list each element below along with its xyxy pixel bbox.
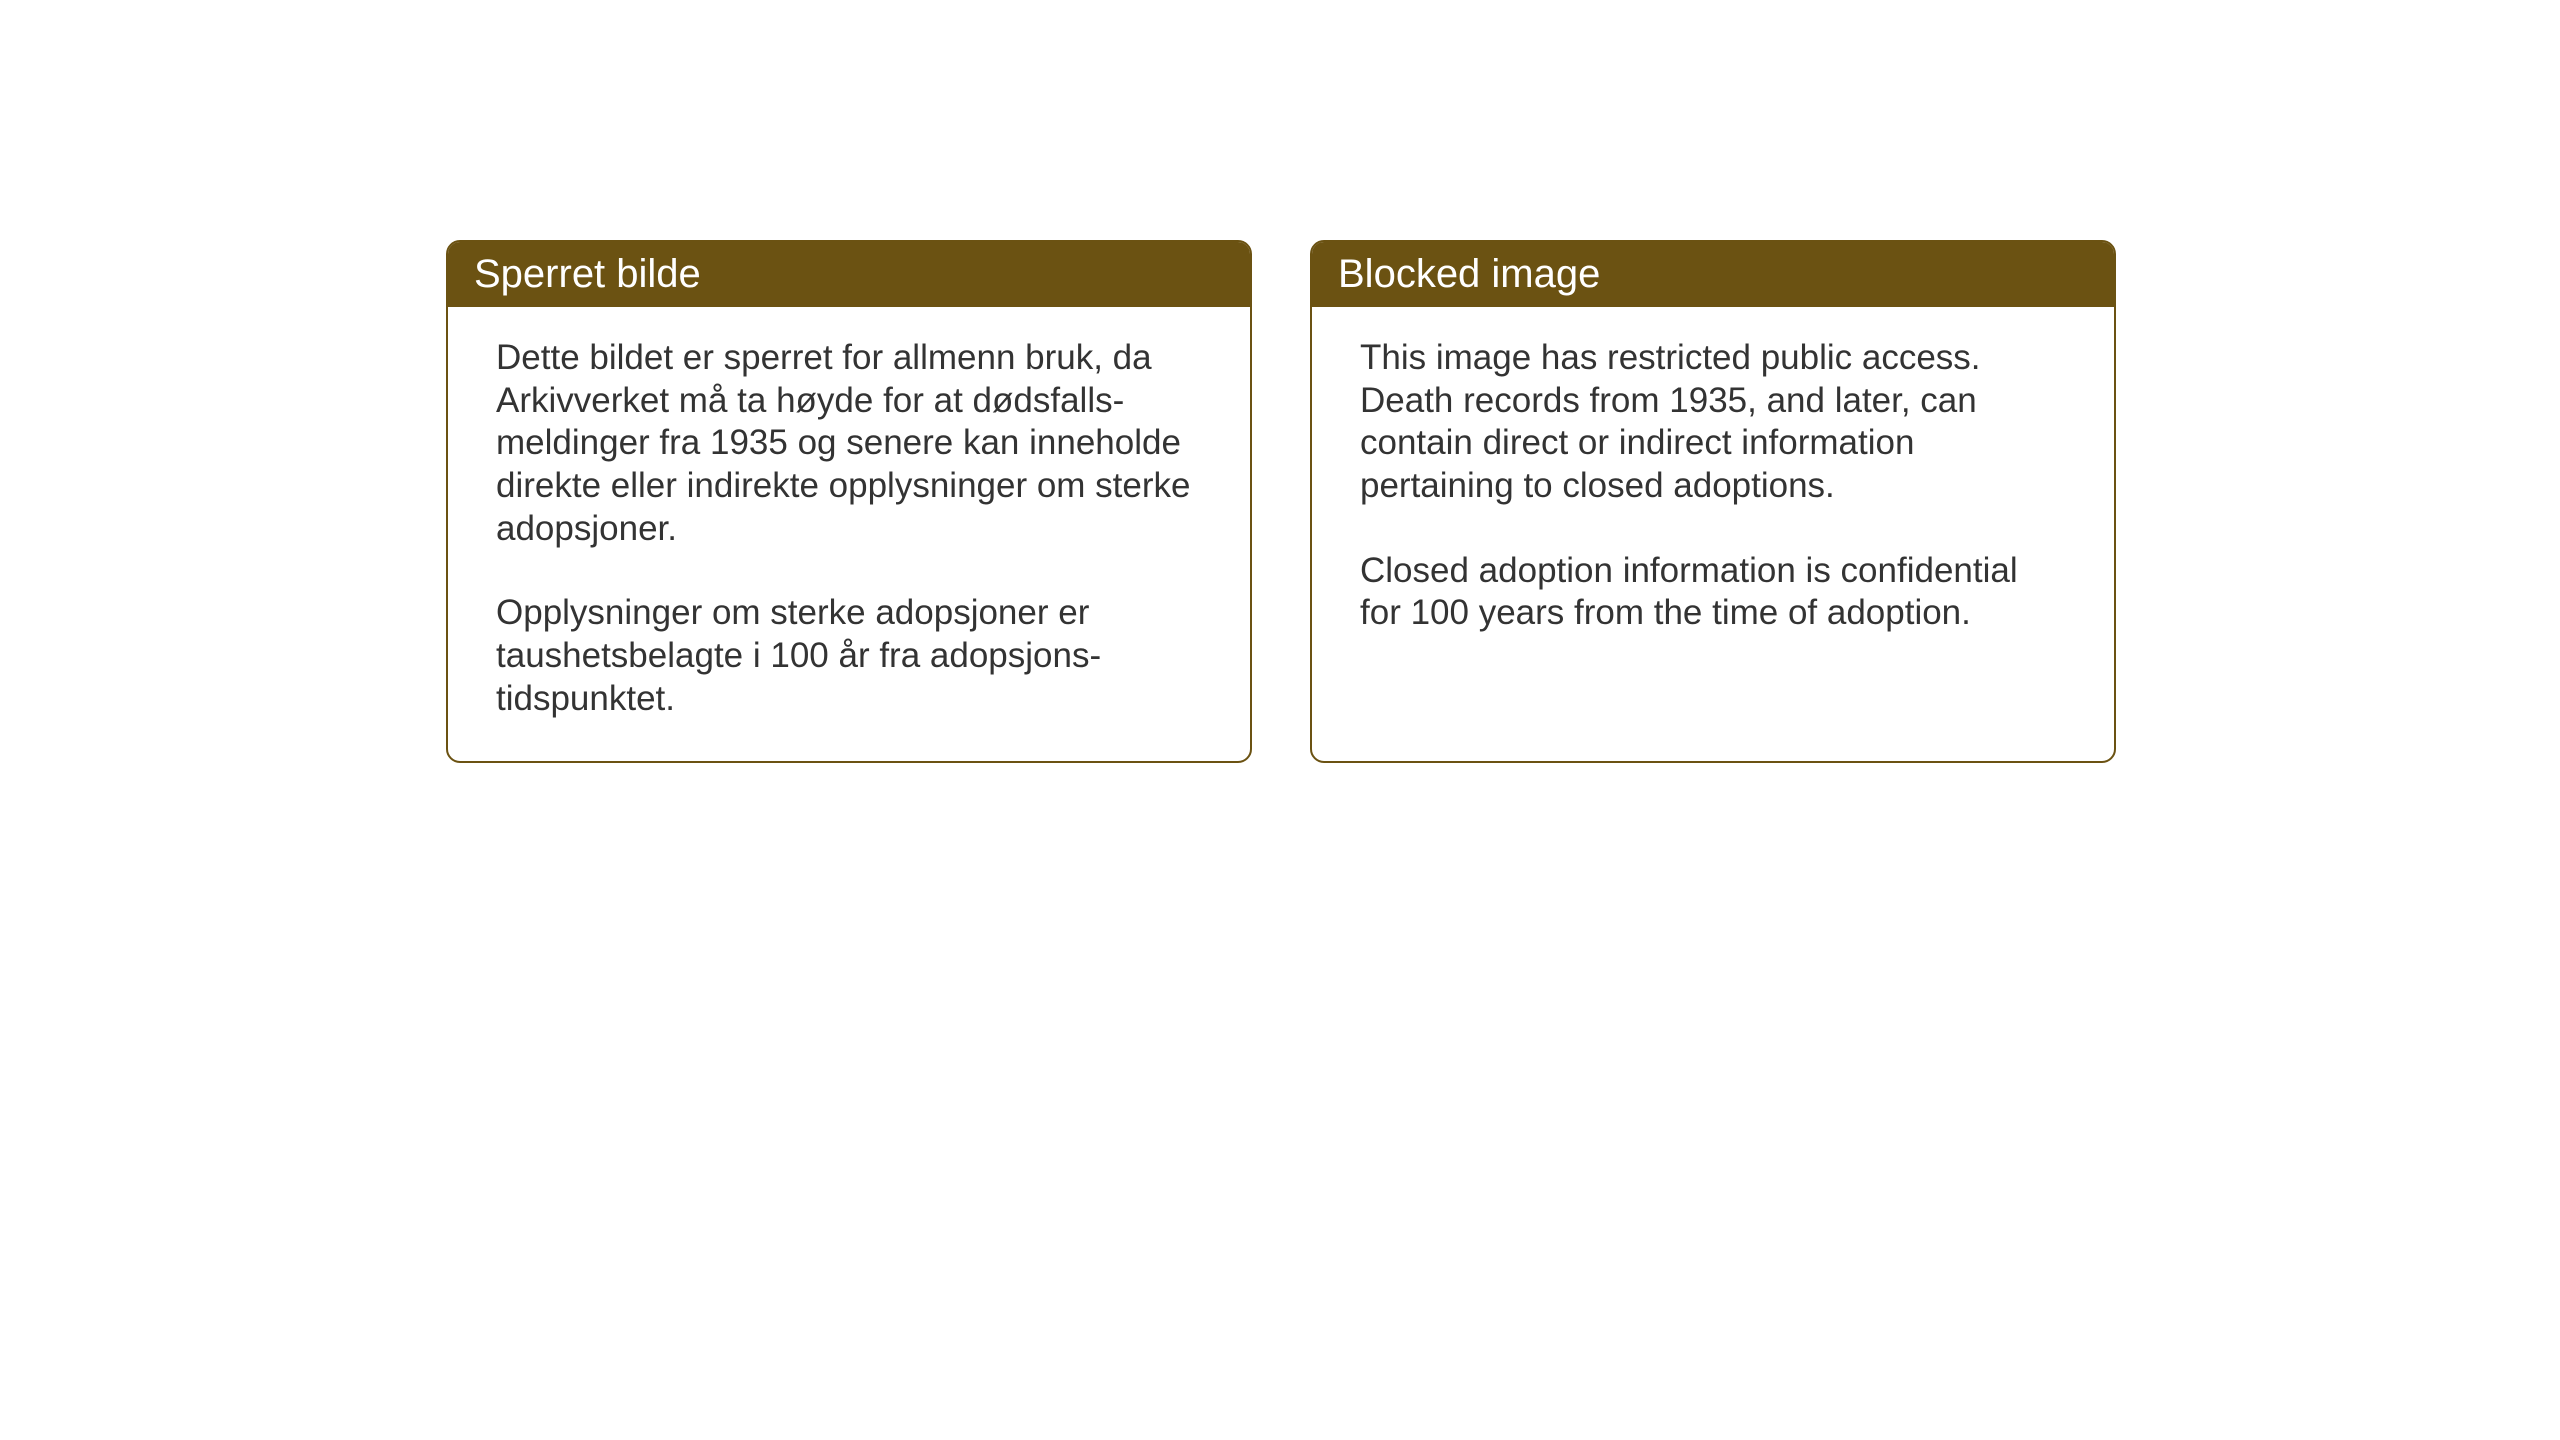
card-paragraph-2-norwegian: Opplysninger om sterke adopsjoner er tau… (496, 592, 1202, 720)
notice-cards-container: Sperret bilde Dette bildet er sperret fo… (446, 240, 2116, 763)
card-title-english: Blocked image (1338, 252, 1600, 296)
card-paragraph-1-english: This image has restricted public access.… (1360, 337, 2066, 508)
notice-card-english: Blocked image This image has restricted … (1310, 240, 2116, 763)
card-header-norwegian: Sperret bilde (448, 242, 1250, 307)
card-paragraph-2-english: Closed adoption information is confident… (1360, 550, 2066, 635)
card-title-norwegian: Sperret bilde (474, 252, 701, 296)
card-header-english: Blocked image (1312, 242, 2114, 307)
card-body-norwegian: Dette bildet er sperret for allmenn bruk… (448, 307, 1250, 761)
card-paragraph-1-norwegian: Dette bildet er sperret for allmenn bruk… (496, 337, 1202, 550)
notice-card-norwegian: Sperret bilde Dette bildet er sperret fo… (446, 240, 1252, 763)
card-body-english: This image has restricted public access.… (1312, 307, 2114, 735)
